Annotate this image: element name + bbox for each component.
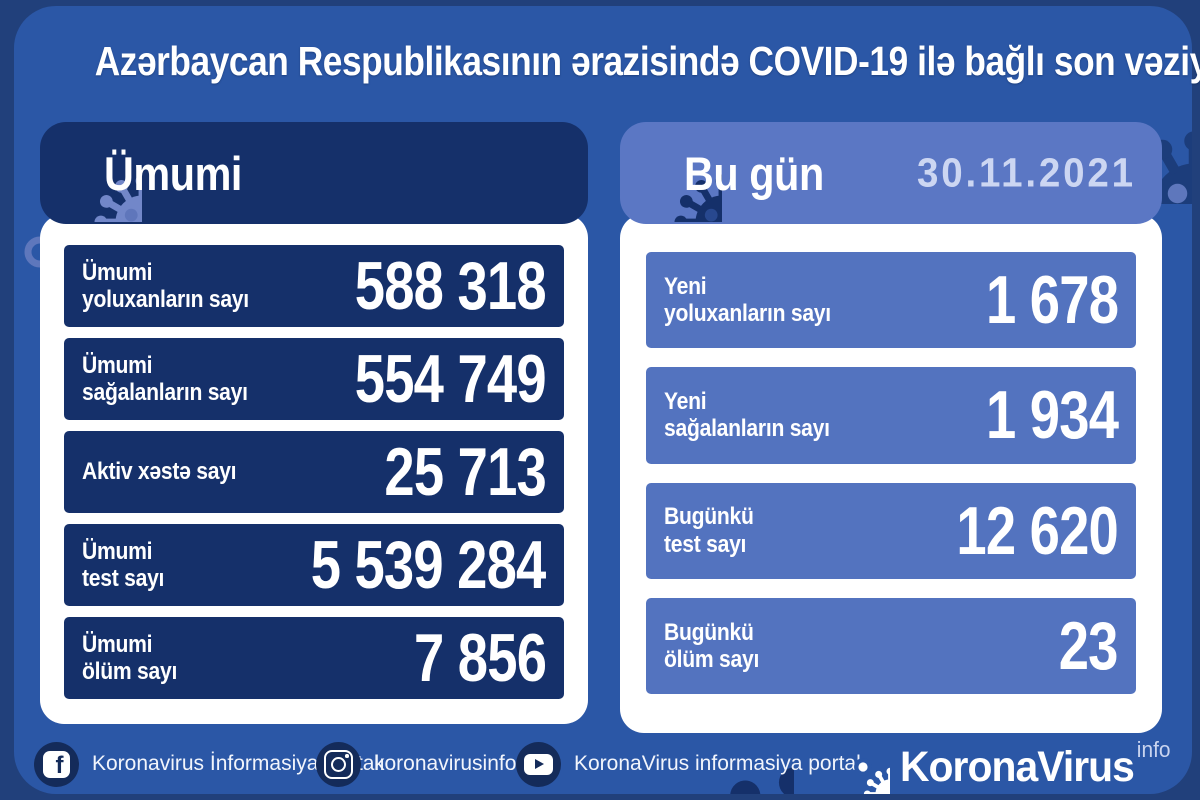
total-panel-header: Ümumi xyxy=(40,122,588,224)
total-stats-panel: Ümumi yoluxanların sayı 588 318 Ümumi sa… xyxy=(40,214,588,724)
facebook-link[interactable]: f Koronavirus İnformasiya Portalı xyxy=(34,740,385,788)
stat-label: Ümumi yoluxanların sayı xyxy=(82,258,249,313)
stat-row-new-infected: Yeni yoluxanların sayı 1 678 xyxy=(646,252,1136,349)
stat-label: Ümumi ölüm sayı xyxy=(82,630,178,685)
stat-row-today-tests: Bugünkü test sayı 12 620 xyxy=(646,482,1136,579)
instagram-label: koronavirusinfoaz xyxy=(374,752,539,775)
stat-value: 25 713 xyxy=(384,434,546,510)
stat-value: 23 xyxy=(1059,607,1119,684)
stat-value: 1 678 xyxy=(985,262,1119,339)
stat-label: Bugünkü ölüm sayı xyxy=(664,618,760,673)
youtube-icon xyxy=(516,741,561,787)
stat-value: 12 620 xyxy=(956,492,1118,569)
today-panel-header: Bu gün 30.11.2021 xyxy=(620,122,1162,224)
stat-label: Aktiv xəstə sayı xyxy=(82,458,237,486)
page-title: Azərbaycan Respublikasının ərazisində CO… xyxy=(0,38,1200,85)
instagram-link[interactable]: koronavirusinfoaz xyxy=(316,740,539,788)
stat-label: Bugünkü test sayı xyxy=(664,503,754,558)
instagram-icon xyxy=(316,741,361,787)
stat-row-today-deaths: Bugünkü ölüm sayı 23 xyxy=(646,597,1136,694)
facebook-label: Koronavirus İnformasiya Portalı xyxy=(92,752,385,775)
stat-label: Ümumi test sayı xyxy=(82,537,165,592)
stat-row-active-cases: Aktiv xəstə sayı 25 713 xyxy=(64,431,564,513)
koronavirus-info-logo: KoronaVirus info xyxy=(836,737,1185,794)
logo-superscript: info xyxy=(1136,737,1171,763)
stat-row-total-infected: Ümumi yoluxanların sayı 588 318 xyxy=(64,245,564,327)
today-panel-title: Bu gün xyxy=(684,146,824,200)
stat-label: Ümumi sağalanların sayı xyxy=(82,351,248,406)
page-title-text: Azərbaycan Respublikasının ərazisində CO… xyxy=(94,38,1200,84)
stat-value: 588 318 xyxy=(354,248,547,324)
facebook-icon: f xyxy=(34,741,79,787)
youtube-label: KoronaVirus informasiya portalı xyxy=(574,752,867,775)
stat-label: Yeni yoluxanların sayı xyxy=(664,272,831,328)
stat-row-total-deaths: Ümumi ölüm sayı 7 856 xyxy=(64,617,564,699)
stat-row-new-recovered: Yeni sağalanların sayı 1 934 xyxy=(646,367,1136,464)
stat-label: Yeni sağalanların sayı xyxy=(664,388,830,443)
today-stats-panel: Yeni yoluxanların sayı 1 678 Yeni sağala… xyxy=(620,214,1162,733)
stat-value: 1 934 xyxy=(985,377,1119,454)
stat-value: 7 856 xyxy=(413,620,547,696)
report-date: 30.11.2021 xyxy=(917,149,1136,196)
stat-row-total-recovered: Ümumi sağalanların sayı 554 749 xyxy=(64,338,564,420)
total-panel-title: Ümumi xyxy=(104,146,242,200)
virus-logo-icon xyxy=(854,758,890,794)
logo-text: KoronaVirus info xyxy=(900,737,1171,791)
stat-value: 5 539 284 xyxy=(311,527,547,603)
stat-value: 554 749 xyxy=(354,341,547,417)
stat-row-total-tests: Ümumi test sayı 5 539 284 xyxy=(64,524,564,606)
youtube-link[interactable]: KoronaVirus informasiya portalı xyxy=(516,740,867,788)
